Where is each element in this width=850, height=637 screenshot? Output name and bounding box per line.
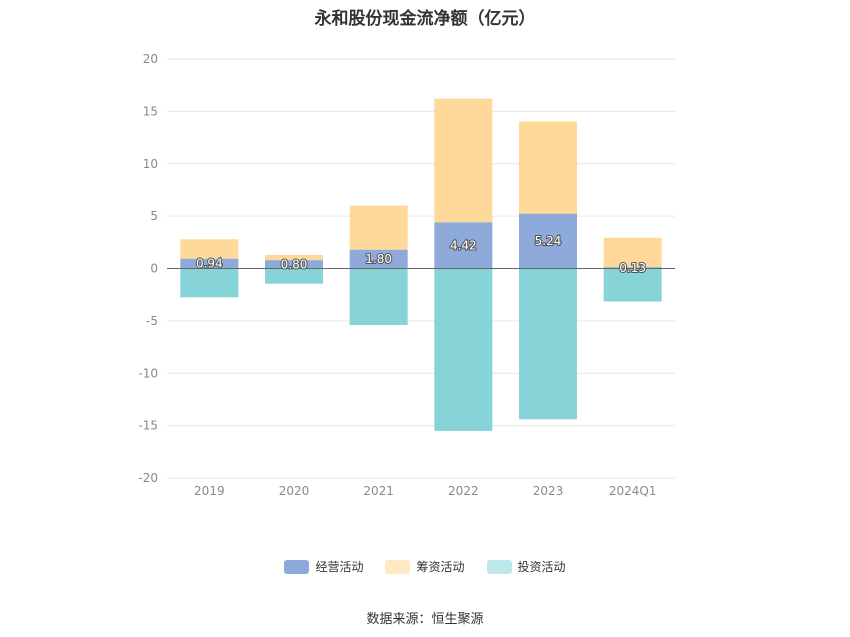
y-tick-label: 10 <box>143 157 158 171</box>
data-label-2020: 0.80 <box>281 257 308 271</box>
legend-item-financing[interactable]: 筹资活动 <box>385 558 465 575</box>
legend: 经营活动 筹资活动 投资活动 <box>0 558 850 575</box>
legend-label-financing: 筹资活动 <box>416 560 465 574</box>
bar-operating-2022[interactable] <box>434 222 493 269</box>
bar-investing-2020[interactable] <box>265 268 323 284</box>
bar-operating-2019[interactable] <box>180 258 239 269</box>
y-tick-label: -20 <box>138 471 158 485</box>
x-tick-label: 2022 <box>448 484 479 498</box>
x-tick-label: 2019 <box>194 484 225 498</box>
data-label-2023: 5.24 <box>535 234 562 248</box>
bar-operating-2024Q1[interactable] <box>603 267 662 269</box>
y-tick-label: 20 <box>143 52 158 66</box>
legend-item-operating[interactable]: 经营活动 <box>284 558 363 575</box>
data-label-2024Q1: 0.13 <box>619 261 646 275</box>
bars <box>180 98 662 431</box>
data-labels: 0.94 0.80 1.80 4.42 5.24 0.13 <box>195 233 647 276</box>
x-axis: 2019 2020 2021 2022 2023 2024Q1 <box>194 484 656 498</box>
bar-investing-2021[interactable] <box>349 268 408 326</box>
bar-financing-2019[interactable] <box>180 239 239 259</box>
bar-operating-2020[interactable] <box>265 260 323 269</box>
y-tick-label: 15 <box>143 104 158 118</box>
bar-investing-2023[interactable] <box>519 268 577 420</box>
y-tick-label: -10 <box>138 366 158 380</box>
legend-swatch-investing <box>486 559 512 574</box>
legend-swatch-operating <box>284 559 310 574</box>
chart-title: 永和股份现金流净额（亿元） <box>314 9 536 29</box>
legend-label-operating: 经营活动 <box>315 560 364 574</box>
bar-operating-2023[interactable] <box>519 213 577 269</box>
data-source: 数据来源：恒生聚源 <box>366 612 484 627</box>
y-tick-label: -5 <box>146 314 158 328</box>
bar-financing-2022[interactable] <box>434 98 493 223</box>
data-label-2022: 4.42 <box>450 238 477 252</box>
y-tick-label: 0 <box>150 262 158 276</box>
x-tick-label: 2023 <box>533 484 564 498</box>
legend-item-investing[interactable]: 投资活动 <box>486 558 566 575</box>
bar-financing-2021[interactable] <box>349 205 408 250</box>
legend-swatch-financing <box>385 559 411 574</box>
bar-investing-2019[interactable] <box>180 268 239 298</box>
y-tick-label: -15 <box>138 419 158 433</box>
bar-operating-2021[interactable] <box>349 249 408 269</box>
bar-financing-2023[interactable] <box>519 121 577 214</box>
bar-financing-2020[interactable] <box>265 254 323 261</box>
y-tick-label: 5 <box>150 209 158 223</box>
x-tick-label: 2021 <box>363 484 394 498</box>
y-axis: 20 15 10 5 0 -5 -10 -15 -20 <box>138 52 158 485</box>
bar-investing-2022[interactable] <box>434 268 493 431</box>
bar-investing-2024Q1[interactable] <box>603 268 662 302</box>
x-tick-label: 2020 <box>279 484 310 498</box>
data-label-2021: 1.80 <box>365 252 392 266</box>
data-label-2019: 0.94 <box>196 257 223 271</box>
x-tick-label: 2024Q1 <box>609 484 657 498</box>
bar-chart: 20 15 10 5 0 -5 -10 -15 -20 0.94 0.80 1.80 4.42 5.24… <box>138 52 675 498</box>
legend-label-investing: 投资活动 <box>517 560 566 574</box>
bar-financing-2024Q1[interactable] <box>603 237 662 268</box>
